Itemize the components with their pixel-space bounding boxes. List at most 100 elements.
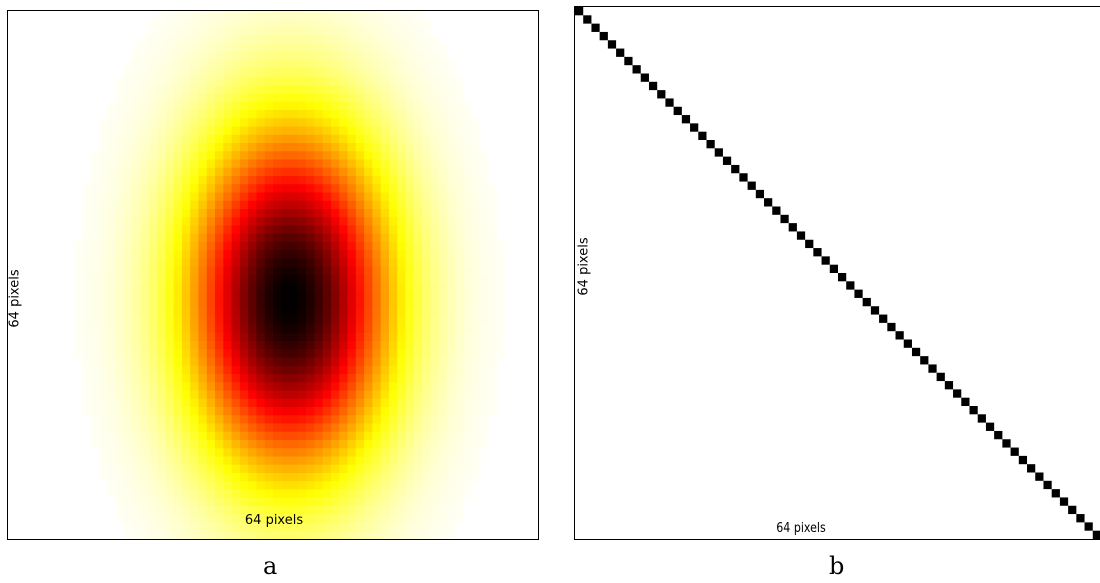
heatmap-a-cell xyxy=(281,456,290,466)
heatmap-a-cell xyxy=(388,44,398,53)
heatmap-a-cell xyxy=(289,225,299,235)
heatmap-a-cell xyxy=(223,332,232,342)
heatmap-a-cell xyxy=(157,349,166,358)
heatmap-a-cell xyxy=(231,134,241,144)
heatmap-a-cell xyxy=(115,382,125,391)
heatmap-a-cell xyxy=(397,365,406,375)
heatmap-a-cell xyxy=(322,390,332,400)
heatmap-a-cell xyxy=(115,415,125,424)
heatmap-a-cell xyxy=(165,52,175,61)
heatmap-a-cell xyxy=(239,481,249,490)
heatmap-a-cell xyxy=(397,225,406,235)
heatmap-a-cell xyxy=(99,390,108,400)
heatmap-a-cell xyxy=(488,398,497,408)
heatmap-a-cell xyxy=(248,44,257,53)
heatmap-a-cell xyxy=(264,456,274,466)
heatmap-a-cell xyxy=(165,266,175,276)
heatmap-a-cell xyxy=(471,184,481,193)
heatmap-a-cell xyxy=(289,258,299,268)
heatmap-a-cell xyxy=(90,357,100,367)
heatmap-a-cell xyxy=(107,407,117,416)
heatmap-a-cell xyxy=(181,299,191,309)
heatmap-a-cell xyxy=(330,101,340,111)
heatmap-a-cell xyxy=(446,291,456,301)
heatmap-a-cell xyxy=(231,497,241,507)
heatmap-a-cell xyxy=(330,522,340,532)
heatmap-a-cell xyxy=(422,126,431,136)
heatmap-a-cell xyxy=(248,184,257,193)
heatmap-a-cell xyxy=(355,341,365,350)
heatmap-a-cell xyxy=(314,44,324,53)
heatmap-a-cell xyxy=(438,497,448,507)
heatmap-a-cell xyxy=(330,440,340,449)
heatmap-a-cell xyxy=(181,176,191,185)
heatmap-a-cell xyxy=(463,250,473,259)
heatmap-a-cell xyxy=(388,209,398,218)
heatmap-a-cell xyxy=(446,233,456,243)
heatmap-a-cell xyxy=(289,514,299,523)
heatmap-a-cell xyxy=(82,266,92,276)
heatmap-a-cell xyxy=(430,250,440,259)
heatmap-a-cell xyxy=(388,11,398,20)
heatmap-a-cell xyxy=(181,77,191,86)
heatmap-a-cell xyxy=(422,110,431,119)
heatmap-a-cell xyxy=(115,233,125,243)
heatmap-a-cell xyxy=(306,93,315,103)
heatmap-a-cell xyxy=(256,522,266,532)
heatmap-a-cell xyxy=(413,382,423,391)
heatmap-a-cell xyxy=(455,382,464,391)
heatmap-a-cell xyxy=(422,415,431,424)
heatmap-a-cell xyxy=(314,456,324,466)
heatmap-a-cell xyxy=(347,390,357,400)
heatmap-a-cell xyxy=(264,192,274,202)
heatmap-a-cell xyxy=(140,514,150,523)
heatmap-a-cell xyxy=(438,431,448,441)
heatmap-a-cell xyxy=(397,407,406,416)
heatmap-a-cell xyxy=(181,275,191,284)
heatmap-a-cell xyxy=(264,299,274,309)
heatmap-a-cell xyxy=(306,134,315,144)
heatmap-a-cell xyxy=(330,291,340,301)
heatmap-a-cell xyxy=(173,415,183,424)
heatmap-a-cell xyxy=(364,250,373,259)
heatmap-a-cell xyxy=(405,242,415,251)
heatmap-a-cell xyxy=(223,118,232,127)
heatmap-a-cell xyxy=(132,440,141,449)
heatmap-a-cell xyxy=(248,126,257,136)
heatmap-a-cell xyxy=(173,44,183,53)
heatmap-a-cell xyxy=(347,44,357,53)
heatmap-a-cell xyxy=(455,506,464,515)
heatmap-a-cell xyxy=(422,134,431,144)
heatmap-a-cell xyxy=(322,85,332,94)
heatmap-a-cell xyxy=(405,349,415,358)
heatmap-a-cell xyxy=(82,398,92,408)
heatmap-a-cell xyxy=(438,473,448,482)
heatmap-a-cell xyxy=(281,60,290,70)
heatmap-a-cell xyxy=(339,291,348,301)
heatmap-a-cell xyxy=(438,374,448,383)
heatmap-a-cell xyxy=(223,522,232,532)
heatmap-a-cell xyxy=(339,52,348,61)
heatmap-a-cell xyxy=(446,77,456,86)
heatmap-a-cell xyxy=(165,448,175,457)
heatmap-a-cell xyxy=(438,266,448,276)
heatmap-a-cell xyxy=(372,464,382,474)
heatmap-a-cell xyxy=(397,308,406,317)
heatmap-a-cell xyxy=(355,275,365,284)
heatmap-a-cell xyxy=(322,93,332,103)
heatmap-a-cell xyxy=(239,299,249,309)
heatmap-a-cell xyxy=(347,398,357,408)
heatmap-a-cell xyxy=(281,68,290,78)
heatmap-a-cell xyxy=(430,151,440,160)
heatmap-a-cell xyxy=(190,316,199,325)
heatmap-a-cell xyxy=(264,489,274,499)
heatmap-a-cell xyxy=(198,159,208,169)
heatmap-a-cell xyxy=(140,217,150,226)
heatmap-a-cell xyxy=(347,506,357,515)
heatmap-a-cell xyxy=(405,506,415,515)
heatmap-a-cell xyxy=(339,390,348,400)
heatmap-a-cell xyxy=(115,423,125,433)
heatmap-a-cell xyxy=(198,481,208,490)
heatmap-b-diagonal-cell xyxy=(805,239,814,249)
heatmap-a-cell xyxy=(289,283,299,292)
